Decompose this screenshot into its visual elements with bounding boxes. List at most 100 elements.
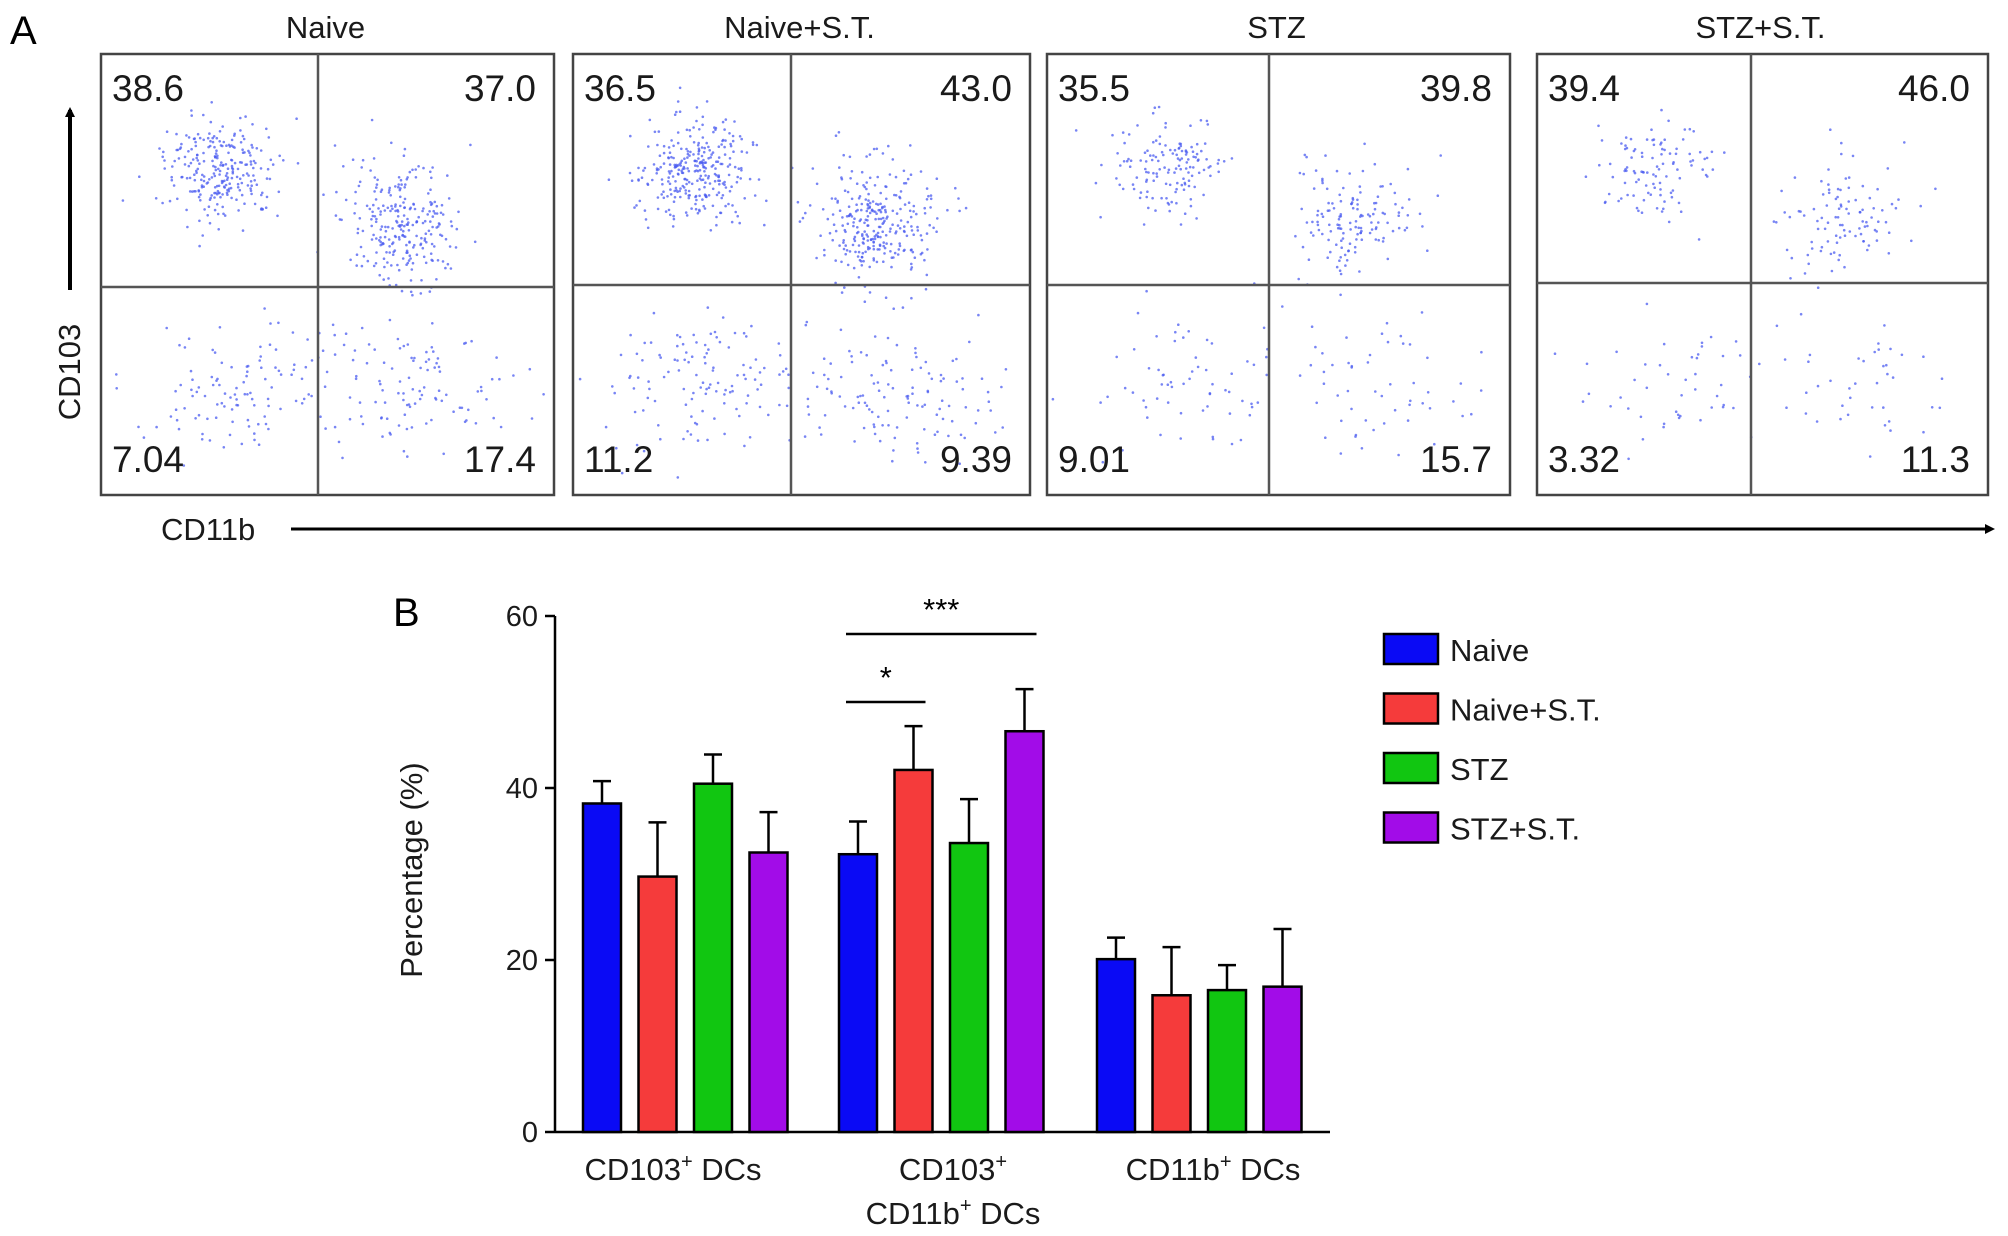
flow-plot-4-event-dot: [1674, 152, 1678, 156]
flow-plot-3-event-dot: [1366, 361, 1370, 364]
flow-plot-1-event-dot: [360, 264, 364, 268]
flow-plot-4-event-dot: [1807, 262, 1810, 266]
flow-plot-4-event-dot: [1841, 404, 1844, 408]
flow-plot-4-event-dot: [1854, 234, 1857, 238]
flow-plot-3-event-dot: [1321, 179, 1324, 182]
flow-plot-2-event-dot: [873, 335, 877, 338]
flow-plot-3-event-dot: [1230, 442, 1234, 446]
flow-plot-4-event-dot: [1803, 272, 1807, 275]
flow-plot-3-event-dot: [1182, 336, 1185, 339]
flow-plot-4-event-dot: [1619, 396, 1622, 399]
flow-plot-2-event-dot: [648, 387, 651, 391]
flow-plot-3-event-dot: [1406, 214, 1410, 217]
flow-plot-3-event-dot: [1302, 172, 1305, 176]
flow-plot-1-event-dot: [401, 257, 405, 260]
flow-plot-4-event-dot: [1866, 248, 1869, 252]
flow-plot-4-event-dot: [1697, 238, 1701, 241]
flow-plot-2-event-dot: [707, 174, 710, 178]
flow-plot-2-event-dot: [968, 340, 971, 344]
flow-plot-4-quadrant-upper-left: 39.4: [1548, 68, 1620, 109]
flow-plot-4-event-dot: [1834, 234, 1838, 237]
flow-plot-1-event-dot: [399, 178, 403, 182]
flow-plot-1-event-dot: [402, 214, 406, 217]
flow-plot-4-event-dot: [1662, 207, 1665, 211]
flow-plot-2-event-dot: [980, 377, 984, 381]
flow-plot-1-event-dot: [431, 225, 434, 229]
flow-plot-3-event-dot: [1322, 382, 1326, 386]
flow-plot-1-event-dot: [229, 396, 232, 399]
flow-plot-1-event-dot: [218, 140, 221, 143]
flow-plot-3-event-dot: [1393, 408, 1397, 412]
flow-plot-3-event-dot: [1401, 342, 1405, 345]
flow-plot-1-event-dot: [444, 237, 448, 241]
flow-plot-2-event-dot: [726, 165, 730, 168]
flow-plot-4-event-dot: [1647, 191, 1650, 195]
flow-plot-4-event-dot: [1620, 142, 1623, 145]
flow-plot-2-event-dot: [947, 404, 951, 408]
flow-plot-2-event-dot: [987, 400, 991, 404]
flow-plot-1-event-dot: [241, 148, 244, 151]
flow-plot-1-event-dot: [383, 209, 387, 212]
flow-plot-3-event-dot: [1354, 433, 1358, 437]
flow-plot-2-event-dot: [678, 110, 682, 113]
flow-plot-4-event-dot: [1690, 355, 1694, 359]
flow-plot-1-event-dot: [178, 343, 181, 347]
flow-plot-2-event-dot: [873, 235, 877, 238]
flow-plot-2-event-dot: [748, 436, 752, 439]
flow-plot-1-event-dot: [398, 188, 402, 192]
flow-plot-1-event-dot: [198, 244, 201, 248]
flow-plot-1-event-dot: [369, 169, 372, 172]
flow-plot-1-event-dot: [203, 208, 206, 211]
flow-plot-2-event-dot: [724, 388, 727, 392]
flow-plot-3-event-dot: [1173, 171, 1176, 174]
flow-plot-1-event-dot: [398, 238, 401, 241]
flow-plot-2-event-dot: [662, 190, 665, 193]
flow-plot-1-event-dot: [240, 442, 244, 446]
flow-plot-3-event-dot: [1331, 363, 1334, 367]
flow-plot-2-event-dot: [863, 185, 867, 189]
flow-plot-3-event-dot: [1324, 154, 1327, 157]
flow-plot-1-frame: [99, 52, 556, 497]
flow-plot-4-event-dot: [1919, 204, 1922, 208]
flow-plot-3-event-dot: [1345, 336, 1348, 339]
flow-plot-4-event-dot: [1838, 223, 1842, 227]
flow-plot-4-event-dot: [1701, 168, 1704, 171]
flow-plot-2-event-dot: [825, 387, 829, 391]
flow-plot-3-event-dot: [1147, 171, 1150, 174]
flow-plot-2-event-dot: [701, 198, 704, 201]
flow-plot-3-event-dot: [1116, 152, 1119, 155]
flow-plot-4-event-dot: [1607, 192, 1611, 196]
flow-plot-1-event-dot: [334, 214, 338, 217]
flow-plot-3-event-dot: [1187, 179, 1191, 182]
flow-plot-2-event-dot: [668, 163, 672, 166]
flow-plot-1-event-dot: [246, 184, 250, 187]
flow-plot-2-event-dot: [689, 135, 692, 138]
flow-plot-4-event-dot: [1829, 128, 1832, 131]
flow-plot-1-event-dot: [274, 348, 278, 351]
flow-plot-4-event-dot: [1623, 147, 1627, 151]
flow-plot-1-event-dot: [250, 184, 253, 187]
flow-plot-2-event-dot: [854, 250, 857, 254]
flow-plot-1-event-dot: [230, 365, 233, 369]
flow-plot-2-event-dot: [703, 207, 707, 210]
flow-plot-2-event-dot: [892, 256, 895, 259]
significance-marker-1: *: [880, 660, 892, 695]
flow-plot-1-event-dot: [247, 425, 251, 428]
flow-plot-4-event-dot: [1819, 249, 1823, 253]
flow-plot-3-event-dot: [1173, 339, 1177, 343]
flow-plot-1-event-dot: [221, 193, 224, 196]
flow-plot-1-event-dot: [498, 377, 501, 381]
flow-plot-3-event-dot: [1281, 305, 1284, 308]
flow-plot-2-events: [578, 86, 1008, 479]
flow-plot-1-event-dot: [438, 223, 441, 226]
flow-plot-1-event-dot: [222, 140, 226, 144]
flow-plot-3-event-dot: [1177, 164, 1181, 168]
flow-plot-4-event-dot: [1894, 206, 1898, 210]
flow-plot-2-event-dot: [881, 216, 885, 220]
legend-swatch-stz-s-t-: [1382, 811, 1440, 844]
flow-plot-2-event-dot: [659, 356, 662, 359]
flow-plot-3-event-dot: [1132, 348, 1136, 351]
flow-plot-2-event-dot: [751, 141, 755, 144]
flow-plot-1-event-dot: [421, 221, 425, 225]
flow-plot-2-event-dot: [868, 265, 871, 269]
